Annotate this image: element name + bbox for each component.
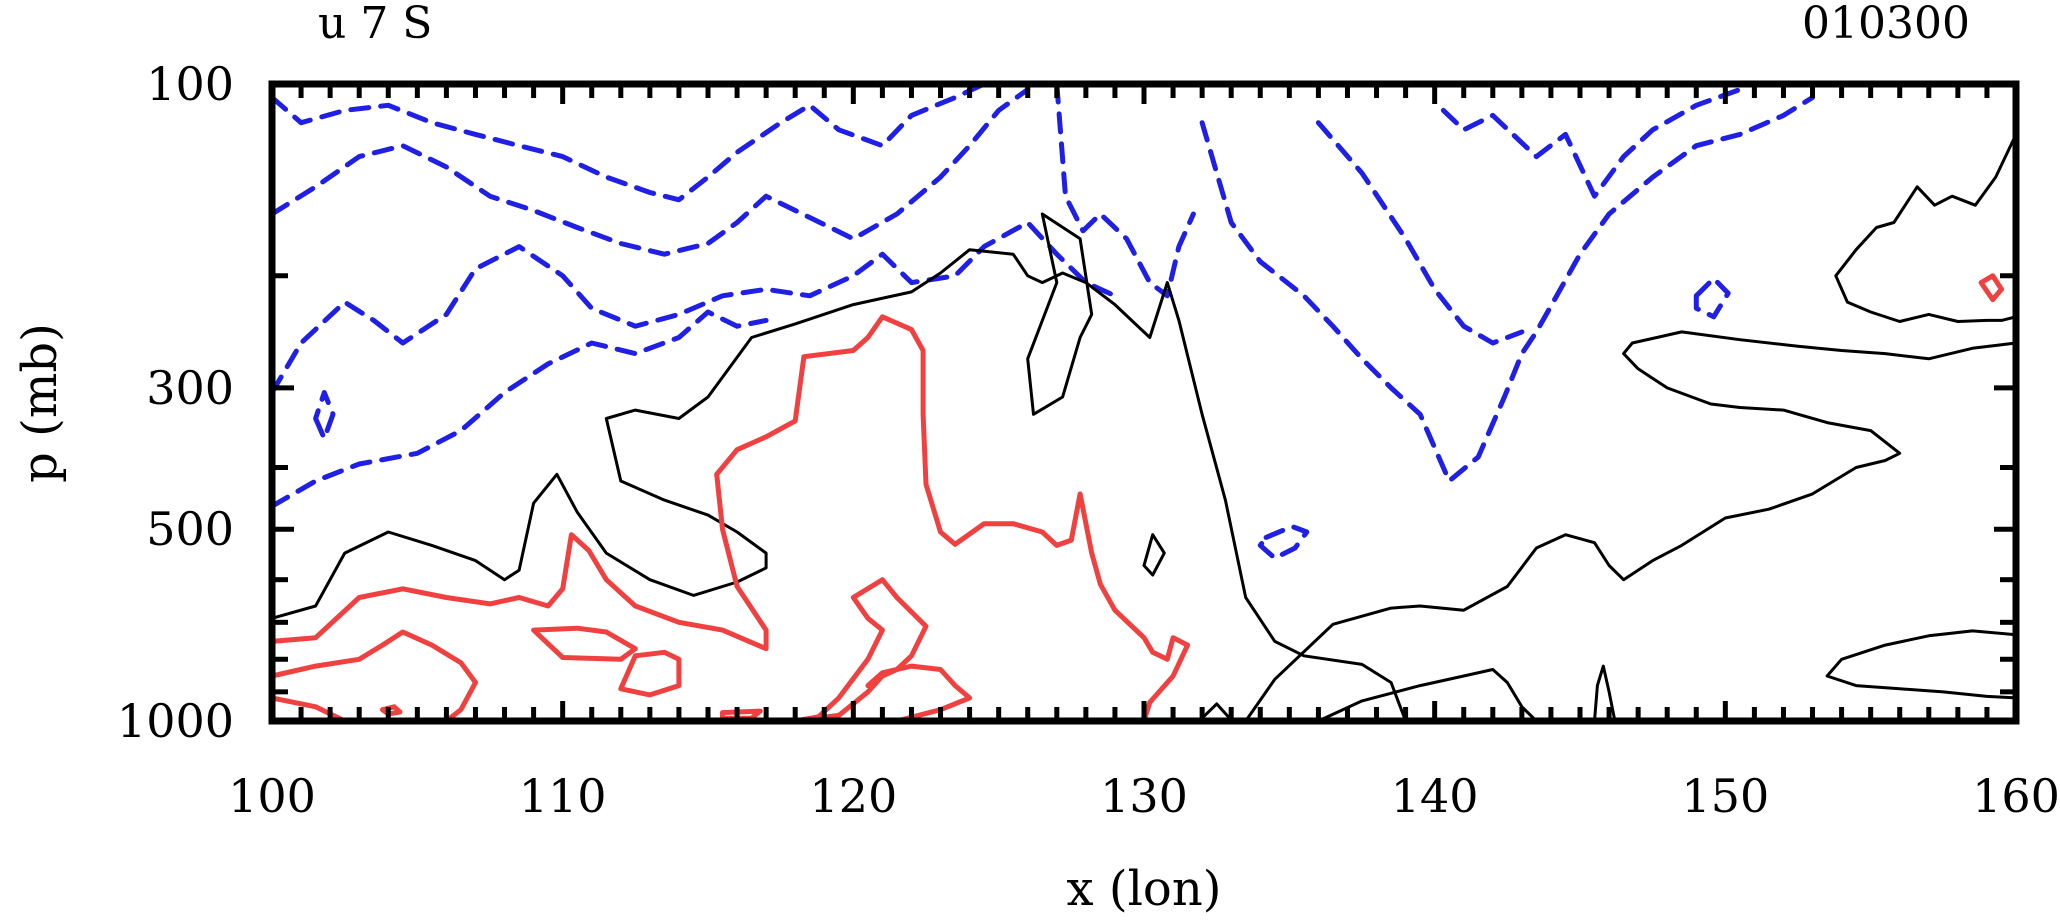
- contour-zero-4: [1825, 629, 2018, 700]
- y-tick-labels: 100 300 500 1000: [117, 57, 234, 748]
- contour-positive-8: [720, 708, 763, 721]
- contour-positive-7: [865, 663, 973, 724]
- contour-positive-0: [269, 314, 1191, 724]
- x-axis-label: x (lon): [1067, 861, 1222, 917]
- y-tick-label: 300: [146, 361, 234, 415]
- contour-positive-3: [531, 625, 638, 662]
- contour-zero-0: [270, 248, 1408, 723]
- y-tick-label: 1000: [117, 694, 234, 748]
- chart-title-left: u 7 S: [318, 0, 432, 49]
- y-tick-label: 100: [146, 57, 234, 111]
- contour-positive-9: [1978, 273, 2004, 303]
- axis-ticks: [269, 81, 2019, 724]
- x-tick-label: 140: [1391, 769, 1479, 823]
- x-tick-label: 150: [1681, 769, 1769, 823]
- contour-negative-7: [1315, 120, 1525, 346]
- x-tick-label: 120: [809, 769, 897, 823]
- x-tick-labels: 100 110 120 130 140 150 160: [228, 769, 2060, 823]
- contour-negative-8: [1257, 524, 1310, 561]
- contour-lines: [269, 81, 2018, 724]
- chart-title-right: 010300: [1802, 0, 1970, 49]
- contour-zero-2: [1244, 330, 2018, 723]
- contour-zero-6: [1142, 533, 1166, 577]
- contour-negative-6: [1199, 95, 1815, 484]
- contour-negative-2: [269, 220, 1118, 395]
- contour-positive-2: [269, 695, 348, 724]
- contour-positive-4: [618, 649, 682, 698]
- contour-negative-9: [1693, 276, 1731, 320]
- contour-positive-1: [269, 629, 478, 724]
- x-tick-label: 100: [228, 769, 316, 823]
- contour-negative-3: [269, 309, 769, 509]
- contour-zero-8: [1593, 664, 1617, 723]
- plot-frame: [268, 80, 2020, 725]
- y-tick-label: 500: [146, 502, 234, 556]
- contour-zero-7: [1200, 702, 1230, 720]
- contour-negative-10: [1440, 87, 1743, 199]
- contour-negative-0: [269, 81, 987, 203]
- contour-positive-6: [792, 577, 929, 724]
- y-axis-label: p (mb): [12, 323, 68, 483]
- x-tick-label: 160: [1972, 769, 2060, 823]
- contour-zero-3: [1834, 132, 2018, 323]
- contour-positive-5: [380, 704, 403, 717]
- contour-negative-4: [313, 390, 336, 441]
- x-tick-label: 130: [1100, 769, 1188, 823]
- contour-zero-1: [1026, 212, 1094, 416]
- contour-negative-5: [1054, 81, 1196, 299]
- contour-zero-5: [1316, 668, 1538, 723]
- x-tick-label: 110: [519, 769, 607, 823]
- contour-negative-1: [269, 87, 1031, 257]
